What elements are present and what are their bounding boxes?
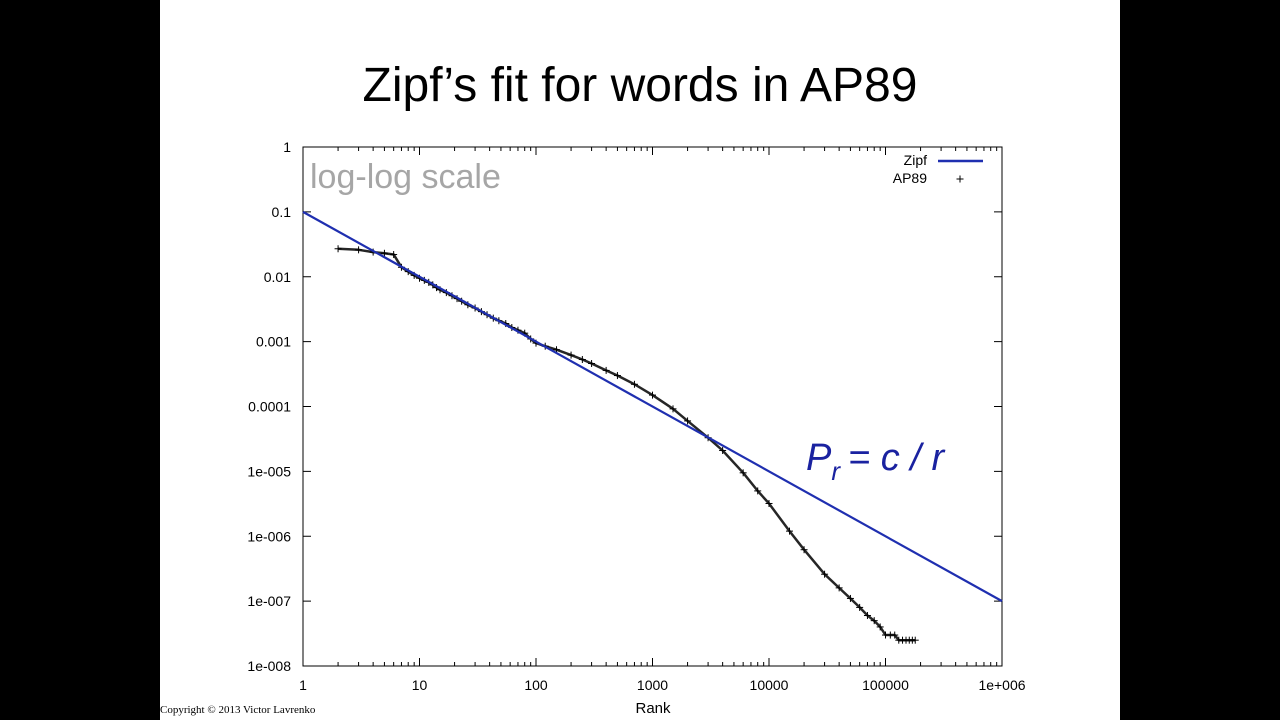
zipf-line: [302, 210, 1003, 603]
x-tick-label: 10: [412, 677, 428, 693]
x-tick-label: 1e+006: [978, 677, 1025, 693]
y-tick-label: 0.01: [264, 269, 291, 285]
x-tick-label: 10000: [750, 677, 789, 693]
legend-ap89-plus: [956, 175, 964, 183]
y-tick-label: 1e-007: [247, 593, 291, 609]
formula-annotation: Pr = c / r: [806, 437, 945, 486]
legend-swatch-ap89: [956, 175, 964, 183]
y-tick-label: 1e-008: [247, 658, 291, 674]
y-tick-label: 1e-006: [247, 528, 291, 544]
y-tick-label: 1e-005: [247, 463, 291, 479]
legend-label-zipf: Zipf: [904, 152, 927, 168]
x-tick-label: 100: [524, 677, 548, 693]
x-axis-label: Rank: [635, 700, 671, 717]
y-tick-label: 0.001: [256, 334, 291, 350]
slide: Zipf’s fit for words in AP89 1 10 100 1000 1…: [160, 0, 1120, 720]
x-tick-label: 1: [299, 677, 307, 693]
x-tick-label: 1000: [637, 677, 668, 693]
y-tick-label: 0.0001: [248, 399, 291, 415]
legend-label-ap89: AP89: [893, 170, 927, 186]
x-tick-label: 100000: [862, 677, 909, 693]
formula-main: P: [806, 437, 832, 479]
slide-title: Zipf’s fit for words in AP89: [362, 59, 918, 112]
copyright-notice: Copyright © 2013 Victor Lavrenko: [160, 704, 316, 716]
y-tick-label: 1: [283, 139, 291, 155]
formula-sub: r: [831, 456, 841, 486]
formula-rest: = c / r: [848, 437, 945, 479]
y-tick-label: 0.1: [272, 204, 292, 220]
legend: Zipf AP89: [893, 152, 983, 186]
zipf-chart: 1 10 100 1000 10000 100000 1e+006 1 0.1 0.01 0.001…: [247, 139, 1025, 717]
scale-note-annotation: log-log scale: [310, 158, 501, 196]
